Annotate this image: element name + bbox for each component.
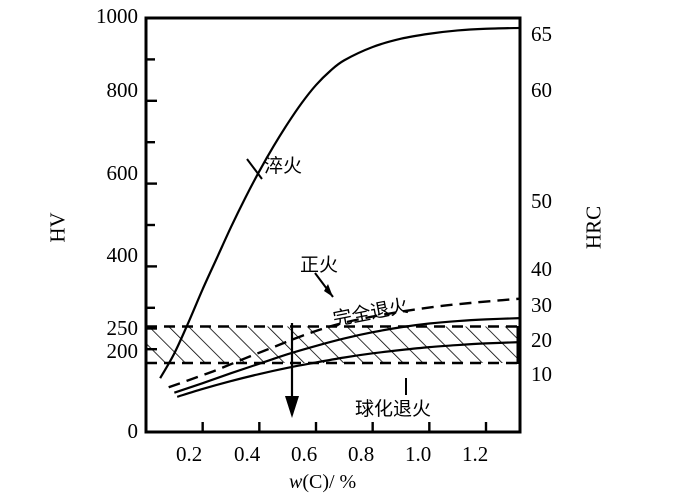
y2tick-label-50: 50	[531, 189, 552, 213]
x-axis-title-rest: (C)/ %	[302, 471, 357, 493]
ytick-label-200: 200	[106, 339, 139, 363]
x-axis-title-symbol: w	[289, 471, 303, 493]
ytick-label-1000: 1000	[96, 4, 138, 28]
ytick-label-250: 250	[106, 316, 139, 340]
curve-full-annealing	[168, 297, 520, 389]
curve-normalizing	[173, 317, 520, 394]
curves-group	[159, 26, 520, 398]
curve-quenching	[159, 26, 520, 379]
curve-spheroidizing	[176, 341, 520, 398]
xtick-label-0.8: 0.8	[348, 442, 375, 466]
eutectoid-down-arrow	[285, 323, 299, 418]
leader-quenching	[246, 158, 263, 180]
xtick-label-0.2: 0.2	[176, 442, 203, 466]
y2tick-label-20: 20	[531, 328, 552, 352]
y2tick-label-60: 60	[531, 78, 552, 102]
xtick-label-0.4: 0.4	[234, 442, 261, 466]
plot-frame	[144, 16, 522, 434]
ytick-label-400: 400	[106, 243, 139, 267]
x-axis-title: w(C)/ %	[289, 471, 356, 494]
ytick-label-800: 800	[106, 78, 139, 102]
annotation-quenching: 淬火	[264, 155, 303, 177]
annotation-normalizing: 正火	[300, 254, 339, 276]
arrow-head	[285, 396, 299, 418]
ytick-label-600: 600	[106, 161, 139, 185]
xtick-label-0.6: 0.6	[291, 442, 318, 466]
y2-axis-title: HRC	[581, 205, 606, 250]
y2tick-label-40: 40	[531, 257, 552, 281]
xtick-label-1.0: 1.0	[405, 442, 432, 466]
x-axis-ticks	[201, 422, 488, 432]
y2tick-label-65: 65	[531, 22, 552, 46]
y2tick-label-10: 10	[531, 362, 552, 386]
y-axis-title: HV	[45, 212, 70, 243]
leader-lines	[246, 158, 407, 395]
ytick-label-0: 0	[127, 419, 139, 443]
xtick-label-1.2: 1.2	[462, 442, 489, 466]
annotation-spheroidizing: 球化退火	[355, 398, 432, 420]
y-axis-ticks	[146, 58, 157, 351]
leader-normalizing-arrowhead	[324, 284, 333, 297]
y2tick-label-30: 30	[531, 293, 552, 317]
